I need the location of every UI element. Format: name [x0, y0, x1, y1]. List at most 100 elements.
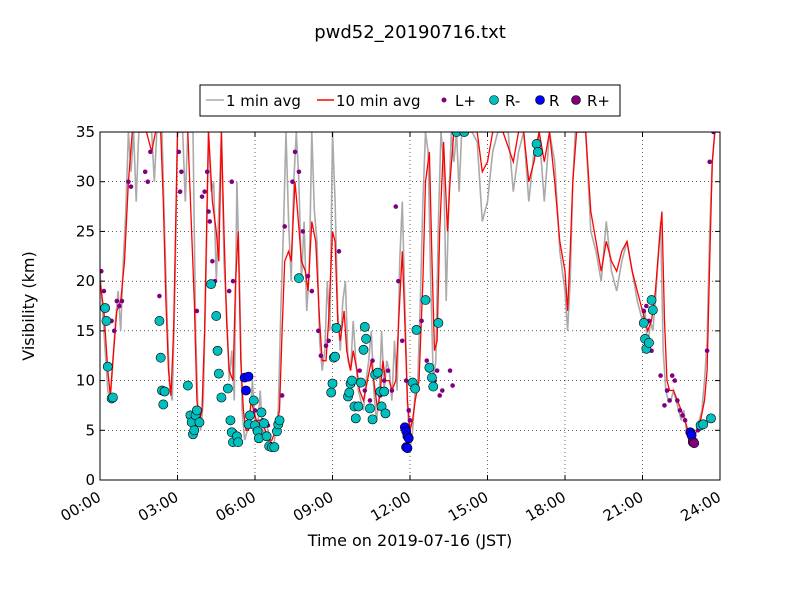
legend-swatch-lplus: [441, 97, 447, 103]
marker-lplus: [114, 298, 120, 304]
marker-rminus: [222, 383, 233, 394]
marker-lplus: [226, 288, 232, 294]
chart-title: pwd52_20190716.txt: [314, 22, 506, 43]
y-tick-label: 30: [76, 173, 95, 191]
marker-lplus: [362, 388, 368, 393]
marker-rminus: [638, 318, 649, 328]
plot-series: [100, 132, 720, 454]
y-axis-label: Visibility (km): [19, 251, 38, 360]
marker-lplus: [326, 338, 331, 344]
marker-lplus: [367, 398, 373, 403]
marker-lplus: [148, 149, 153, 155]
marker-lplus: [145, 179, 151, 185]
marker-lplus: [309, 288, 315, 294]
marker-lplus: [439, 388, 445, 393]
marker-rminus: [101, 316, 112, 326]
marker-lplus: [450, 383, 455, 388]
marker-rminus: [359, 321, 370, 332]
marker-rminus: [367, 414, 378, 425]
marker-lplus: [179, 169, 184, 175]
legend-swatch-rplus: [571, 95, 581, 105]
marker-lplus: [434, 368, 440, 373]
marker-rminus: [256, 407, 267, 418]
y-tick-label: 0: [85, 471, 95, 489]
x-tick-label: 12:00: [368, 488, 414, 525]
marker-lplus: [194, 308, 200, 314]
marker-rminus: [326, 387, 337, 398]
x-axis-label: Time on 2019-07-16 (JST): [307, 531, 512, 550]
marker-rminus: [330, 351, 340, 362]
marker-lplus: [662, 403, 667, 408]
marker-rminus: [212, 345, 223, 356]
marker-rminus: [428, 381, 439, 392]
x-tick-label: 09:00: [290, 488, 336, 525]
marker-lplus: [336, 249, 342, 254]
marker-lplus: [667, 398, 672, 403]
marker-lplus: [305, 273, 311, 279]
marker-rminus: [216, 392, 227, 403]
marker-rminus: [182, 380, 193, 391]
marker-rminus: [532, 146, 543, 157]
marker-lplus: [641, 308, 647, 314]
marker-lplus: [675, 398, 680, 403]
marker-rminus: [361, 333, 371, 344]
y-tick-label: 20: [76, 272, 95, 290]
x-tick-label: 00:00: [58, 488, 104, 525]
marker-rminus: [647, 305, 658, 315]
marker-lplus: [407, 418, 413, 423]
marker-rminus: [155, 352, 166, 363]
marker-rminus: [424, 362, 435, 373]
marker-lplus: [389, 388, 395, 393]
series-10min-avg-line: [100, 132, 720, 442]
marker-rminus: [344, 387, 355, 398]
marker-lplus: [680, 413, 685, 418]
marker-rminus: [158, 399, 169, 410]
marker-r: [402, 443, 413, 454]
marker-rminus: [358, 344, 369, 355]
marker-lplus: [707, 159, 712, 165]
marker-lplus: [177, 189, 183, 194]
marker-rminus: [346, 375, 357, 386]
marker-rminus: [274, 415, 285, 426]
marker-lplus: [406, 408, 412, 413]
marker-lplus: [381, 378, 387, 383]
marker-lplus: [658, 373, 663, 378]
marker-lplus: [229, 179, 235, 185]
marker-rminus: [189, 425, 200, 436]
marker-lplus: [393, 204, 399, 209]
marker-lplus: [300, 229, 306, 234]
legend-label-r: R: [549, 92, 559, 110]
marker-lplus: [437, 393, 443, 398]
plot-area: [100, 132, 720, 454]
marker-lplus: [399, 338, 405, 344]
marker-lplus: [296, 169, 302, 175]
x-tick-label: 21:00: [600, 488, 646, 525]
marker-rminus: [244, 410, 255, 421]
marker-rminus: [327, 378, 338, 389]
marker-rminus: [644, 337, 654, 348]
marker-lplus: [290, 179, 295, 185]
marker-rminus: [194, 417, 205, 428]
marker-lplus: [204, 169, 210, 175]
x-tick-label: 15:00: [445, 488, 491, 525]
marker-lplus: [669, 373, 675, 378]
marker-rminus: [211, 311, 222, 321]
marker-r: [403, 433, 414, 444]
marker-rminus: [420, 295, 431, 305]
y-tick-label: 10: [76, 372, 95, 390]
marker-lplus: [357, 368, 362, 373]
marker-lplus: [100, 268, 104, 274]
marker-lplus: [711, 132, 716, 135]
marker-lplus: [644, 303, 649, 309]
marker-lplus: [126, 179, 131, 185]
legend-label-10min: 10 min avg: [336, 92, 421, 110]
marker-rminus: [294, 273, 304, 284]
marker-lplus: [202, 189, 207, 194]
marker-r: [243, 371, 254, 382]
marker-rminus: [248, 395, 259, 406]
marker-rminus: [531, 139, 542, 149]
marker-rminus: [372, 367, 383, 378]
marker-rminus: [154, 316, 165, 326]
y-tick-label: 25: [76, 222, 95, 240]
marker-rminus: [159, 386, 170, 397]
